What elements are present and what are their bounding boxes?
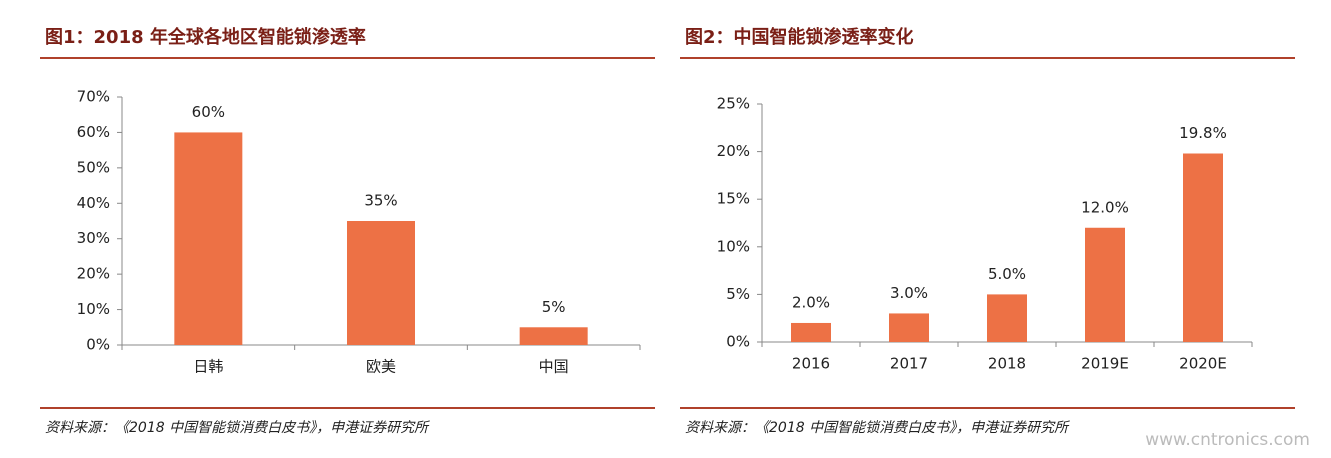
bar	[519, 327, 588, 345]
chart-title: 图2：中国智能锁渗透率变化	[685, 26, 914, 48]
y-tick-label: 15%	[717, 190, 750, 208]
y-tick-label: 0%	[726, 333, 750, 351]
watermark: www.cntronics.com	[1145, 430, 1310, 450]
y-tick-label: 60%	[77, 123, 110, 141]
bar	[1085, 227, 1125, 342]
source-note: 资料来源：《2018 中国智能锁消费白皮书》，申港证券研究所	[685, 420, 1070, 436]
y-tick-label: 70%	[77, 88, 110, 106]
x-tick-label: 日韩	[193, 358, 223, 376]
y-tick-label: 0%	[86, 336, 110, 354]
y-tick-label: 50%	[77, 158, 110, 176]
y-tick-label: 40%	[77, 194, 110, 212]
y-tick-label: 25%	[717, 95, 750, 113]
data-label: 60%	[192, 103, 225, 121]
bar	[791, 322, 831, 342]
y-tick-label: 10%	[717, 237, 750, 255]
y-tick-label: 10%	[77, 300, 110, 318]
bar	[987, 294, 1027, 342]
y-tick-label: 5%	[726, 285, 750, 303]
x-tick-label: 2018	[988, 355, 1026, 373]
y-tick-label: 20%	[77, 265, 110, 283]
x-tick-label: 欧美	[366, 358, 396, 376]
bar	[889, 313, 929, 342]
bar	[1183, 153, 1223, 342]
x-tick-label: 2019E	[1081, 355, 1129, 373]
x-tick-label: 2020E	[1179, 355, 1227, 373]
x-tick-label: 2017	[890, 355, 928, 373]
chart-title: 图1：2018 年全球各地区智能锁渗透率	[45, 26, 366, 48]
source-note: 资料来源：《2018 中国智能锁消费白皮书》，申港证券研究所	[45, 420, 430, 436]
bar	[174, 132, 243, 345]
data-label: 5%	[542, 298, 566, 316]
y-tick-label: 20%	[717, 142, 750, 160]
data-label: 3.0%	[890, 284, 928, 302]
data-label: 12.0%	[1081, 198, 1129, 216]
data-label: 2.0%	[792, 293, 830, 311]
bar	[347, 221, 415, 345]
x-tick-label: 中国	[539, 358, 569, 376]
y-tick-label: 30%	[77, 229, 110, 247]
data-label: 19.8%	[1179, 124, 1227, 142]
x-tick-label: 2016	[792, 355, 830, 373]
data-label: 5.0%	[988, 265, 1026, 283]
data-label: 35%	[364, 192, 397, 210]
